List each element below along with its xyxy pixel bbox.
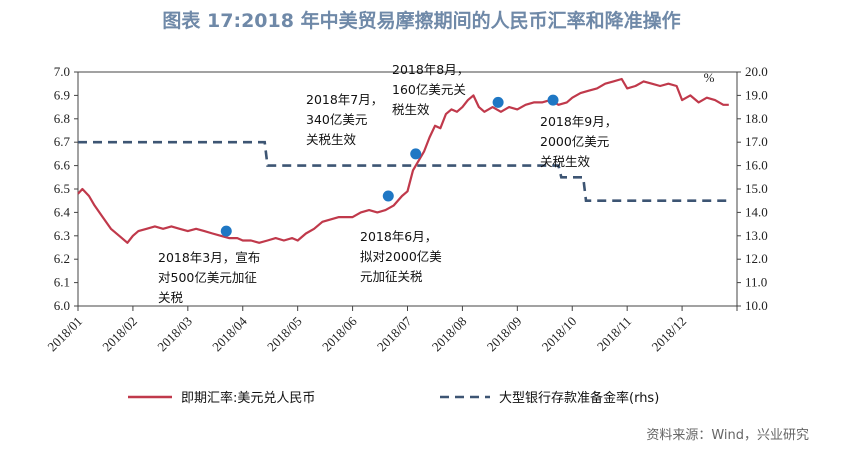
y-right-tick-label: 16.0 — [745, 158, 768, 173]
y-left-tick-label: 6.0 — [54, 298, 70, 313]
source-note: 资料来源：Wind，兴业研究 — [646, 428, 809, 443]
annotation-line: 340亿美元 — [306, 112, 367, 127]
y-left-tick-label: 6.5 — [54, 181, 70, 196]
y-left-tick-label: 6.4 — [54, 204, 71, 219]
event-marker — [382, 190, 394, 202]
x-tick-label: 2018/08 — [429, 314, 470, 355]
annotation-5: 2018年9月， 2000亿美元关税生效 — [540, 114, 617, 169]
annotation-line: 元加征关税 — [360, 269, 423, 284]
legend: 即期汇率:美元兑人民币 大型银行存款准备金率(rhs) — [128, 390, 659, 406]
chart-title: 图表 17:2018 年中美贸易摩擦期间的人民币汇率和降准操作 — [162, 10, 681, 32]
event-marker — [547, 94, 559, 106]
legend-label-fx: 即期汇率:美元兑人民币 — [181, 390, 315, 406]
annotation-1: 2018年3月，宣布对500亿美元加征关税 — [158, 250, 260, 305]
y-left-tick-label: 6.3 — [54, 228, 70, 243]
rrr-line — [78, 140, 732, 202]
annotation-line: 关税生效 — [306, 132, 357, 147]
y-left-tick-label: 6.6 — [54, 158, 71, 173]
annotations: 2018年3月，宣布对500亿美元加征关税 2018年6月， 拟对2000亿美元加征… — [158, 62, 617, 305]
y-right-tick-label: 19.0 — [745, 87, 768, 102]
x-tick-label: 2018/03 — [154, 314, 195, 355]
rrr-series — [78, 140, 732, 202]
x-tick-label: 2018/04 — [209, 313, 250, 354]
x-tick-label: 2018/02 — [99, 314, 140, 355]
y-right-tick-label: 12.0 — [745, 251, 768, 266]
annotation-line: 拟对2000亿美 — [360, 249, 442, 264]
y-right-tick-label: 17.0 — [745, 134, 768, 149]
y-left-tick-label: 6.9 — [54, 87, 70, 102]
annotation-3: 2018年7月， 340亿美元关税生效 — [306, 92, 383, 147]
annotation-line: 2018年6月， — [360, 229, 437, 244]
x-tick-label: 2018/01 — [44, 314, 85, 355]
annotation-line: 2018年8月， — [392, 62, 469, 77]
x-tick-label: 2018/12 — [648, 314, 689, 355]
annotation-line: 2018年3月，宣布 — [158, 250, 260, 265]
y-left-tick-label: 6.1 — [54, 275, 70, 290]
fx-series — [77, 77, 729, 244]
x-tick-label: 2018/05 — [264, 314, 305, 355]
fx-line — [77, 77, 729, 244]
annotation-2: 2018年6月， 拟对2000亿美元加征关税 — [360, 229, 442, 284]
event-markers — [220, 94, 559, 237]
y-right-tick-label: 10.0 — [745, 298, 768, 313]
x-tick-label: 2018/10 — [539, 314, 580, 355]
y-right-tick-label: 11.0 — [745, 275, 767, 290]
x-tick-label: 2018/11 — [594, 314, 634, 354]
y-right-unit: % — [704, 70, 715, 85]
annotation-line: 税生效 — [392, 102, 430, 117]
y-left-tick-label: 7.0 — [54, 64, 70, 79]
annotation-4: 2018年8月， 160亿美元关税生效 — [392, 62, 469, 117]
x-tick-label: 2018/07 — [374, 313, 415, 354]
annotation-line: 关税生效 — [540, 154, 591, 169]
y-left-tick-label: 6.2 — [54, 251, 70, 266]
annotation-line: 2000亿美元 — [540, 134, 609, 149]
y-right-tick-label: 14.0 — [745, 204, 768, 219]
annotation-line: 160亿美元关 — [392, 82, 466, 97]
annotation-line: 对500亿美元加征 — [158, 270, 257, 285]
annotation-line: 2018年9月， — [540, 114, 617, 129]
x-tick-label: 2018/06 — [319, 313, 360, 354]
annotation-line: 关税 — [158, 290, 184, 305]
legend-label-rrr: 大型银行存款准备金率(rhs) — [499, 390, 659, 406]
event-marker — [220, 225, 232, 237]
y-right-tick-label: 13.0 — [745, 228, 768, 243]
event-marker — [492, 96, 504, 108]
y-right-tick-label: 18.0 — [745, 111, 768, 126]
annotation-line: 2018年7月， — [306, 92, 383, 107]
y-right-tick-label: 20.0 — [745, 64, 768, 79]
y-left-tick-label: 6.8 — [54, 111, 70, 126]
event-marker — [410, 148, 422, 160]
y-left-tick-label: 6.7 — [54, 134, 71, 149]
y-right-tick-label: 15.0 — [745, 181, 768, 196]
x-tick-label: 2018/09 — [484, 314, 525, 355]
